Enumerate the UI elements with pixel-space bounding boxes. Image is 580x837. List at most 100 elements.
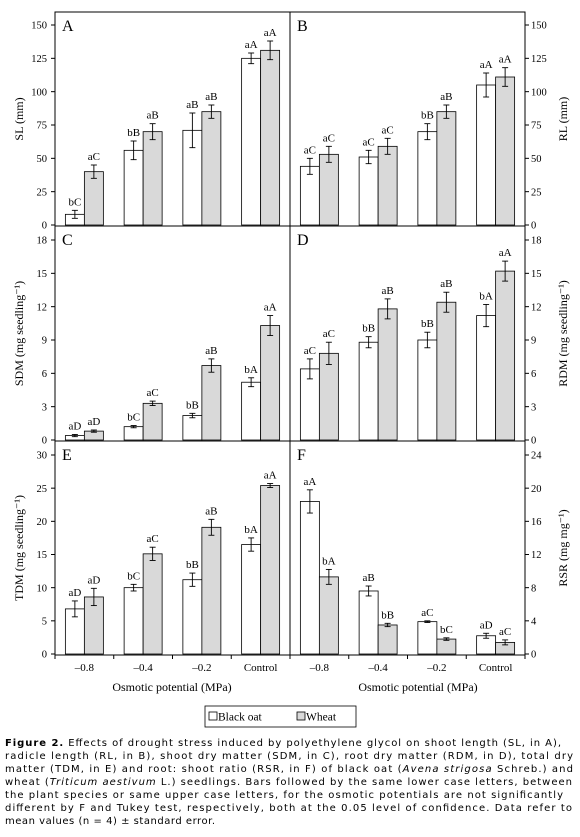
significance-label: aA <box>303 476 316 488</box>
legend: Black oat Wheat <box>204 705 357 728</box>
x-tick-label: Control <box>479 662 513 674</box>
significance-label: aC <box>323 132 335 144</box>
caption-segment: the plant species or same upper case let… <box>5 790 563 801</box>
y-tick-label: 75 <box>37 121 48 132</box>
y-tick-label: 9 <box>42 336 47 347</box>
bar-wheat <box>260 325 281 441</box>
bar-black-oat <box>358 156 379 226</box>
bar-black-oat <box>123 587 144 655</box>
significance-label: aB <box>205 91 217 103</box>
bar-black-oat <box>476 315 497 441</box>
y-tick-label: 20 <box>531 484 542 495</box>
significance-label: bC <box>440 624 453 636</box>
significance-label: aB <box>147 110 159 122</box>
significance-label: aB <box>440 91 452 103</box>
y-tick-label: 0 <box>42 221 47 232</box>
caption-line: different by F and Tukey test, respectiv… <box>5 803 572 814</box>
significance-label: aC <box>88 151 100 163</box>
bar-wheat <box>260 49 281 226</box>
significance-label: aD <box>68 420 81 432</box>
significance-label: bB <box>186 399 199 411</box>
x-tick-label: –0.2 <box>191 662 211 674</box>
panel-letter: A <box>62 18 74 35</box>
y-tick-label: 25 <box>37 187 48 198</box>
caption-segment: wheat ( <box>5 777 49 788</box>
y-tick-label: 30 <box>37 451 48 462</box>
x-tick-label: Control <box>244 662 278 674</box>
x-tick-label: –0.2 <box>426 662 446 674</box>
y-tick-label: 0 <box>531 650 536 661</box>
y-axis-title: SDM (mg seedling⁻¹) <box>12 281 26 386</box>
bar-black-oat <box>182 579 203 655</box>
bar-wheat <box>377 308 398 441</box>
bar-wheat <box>377 145 398 226</box>
caption-segment: L.) seedlings. Bars followed by the same… <box>157 777 572 788</box>
x-axis-title: Osmotic potential (MPa) <box>358 680 477 694</box>
y-tick-label: 20 <box>37 517 48 528</box>
significance-label: bB <box>186 559 199 571</box>
significance-label: bC <box>127 412 140 424</box>
legend-swatch-black-oat <box>208 711 218 721</box>
legend-label-wheat: Wheat <box>306 712 337 724</box>
significance-label: bB <box>127 127 140 139</box>
y-tick-label: 18 <box>37 236 48 247</box>
bar-black-oat <box>299 501 320 655</box>
bar-wheat <box>436 301 457 441</box>
significance-label: aC <box>147 533 159 545</box>
bar-wheat <box>201 111 222 226</box>
legend-label-black-oat: Black oat <box>218 712 263 724</box>
significance-label: bC <box>127 570 140 582</box>
y-tick-label: 50 <box>37 154 48 165</box>
panel-f: F 0 4 8 12 16 20 24 RSR (mg mg⁻¹) aA aB aC aD bA bB bC a… <box>289 447 570 694</box>
bar-black-oat <box>241 544 262 655</box>
x-tick-label: –0.4 <box>368 662 389 674</box>
y-axis-title: RSR (mg mg⁻¹) <box>556 509 570 586</box>
significance-label: aA <box>264 302 277 314</box>
caption-segment: Figure 2. <box>5 738 63 749</box>
y-tick-label: 0 <box>531 436 536 447</box>
significance-label: bB <box>421 318 434 330</box>
significance-label: aB <box>186 99 198 111</box>
y-tick-label: 6 <box>531 369 536 380</box>
significance-label: aC <box>147 387 159 399</box>
panel-c: C 0 3 6 9 12 15 18 SDM (mg seedling⁻¹) aD bC bB bA aD… <box>12 232 281 447</box>
significance-label: bA <box>322 555 336 567</box>
significance-label: aB <box>440 278 452 290</box>
y-tick-label: 15 <box>37 269 48 280</box>
significance-label: aC <box>382 124 394 136</box>
x-tick-label: –0.8 <box>309 662 330 674</box>
caption-segment: Avena strigosa <box>402 764 492 775</box>
y-tick-label: 100 <box>531 87 547 98</box>
x-axis-title: Osmotic potential (MPa) <box>112 680 231 694</box>
x-tick-label: –0.4 <box>133 662 154 674</box>
y-tick-label: 8 <box>531 583 536 594</box>
y-tick-label: 3 <box>531 402 536 413</box>
bar-wheat <box>83 171 104 226</box>
significance-label: aB <box>205 345 217 357</box>
bar-wheat <box>436 111 457 226</box>
significance-label: aC <box>323 328 335 340</box>
y-tick-label: 4 <box>531 616 537 627</box>
bar-black-oat <box>417 131 438 226</box>
bar-black-oat <box>123 426 144 441</box>
bar-black-oat <box>241 57 262 226</box>
y-tick-label: 10 <box>37 583 48 594</box>
bar-wheat <box>495 270 516 441</box>
y-tick-label: 25 <box>531 187 542 198</box>
bar-black-oat <box>417 339 438 441</box>
y-tick-label: 50 <box>531 154 542 165</box>
caption-line: matter (TDM, in E) and root: shoot ratio… <box>5 764 573 775</box>
y-tick-label: 5 <box>42 616 47 627</box>
significance-label: bA <box>244 364 258 376</box>
significance-label: aC <box>304 144 316 156</box>
significance-label: aD <box>68 587 81 599</box>
panel-a: A 0 25 50 75 100 125 150 SL (mm) bC bB aB aA aC aB aB aA <box>12 18 281 232</box>
significance-label: bB <box>381 609 394 621</box>
caption-line: the plant species or same upper case let… <box>5 790 563 801</box>
y-tick-label: 16 <box>531 517 542 528</box>
caption-line: radicle length (RL, in B), shoot dry mat… <box>5 751 573 762</box>
legend-box <box>204 705 357 728</box>
y-tick-label: 24 <box>531 451 542 462</box>
